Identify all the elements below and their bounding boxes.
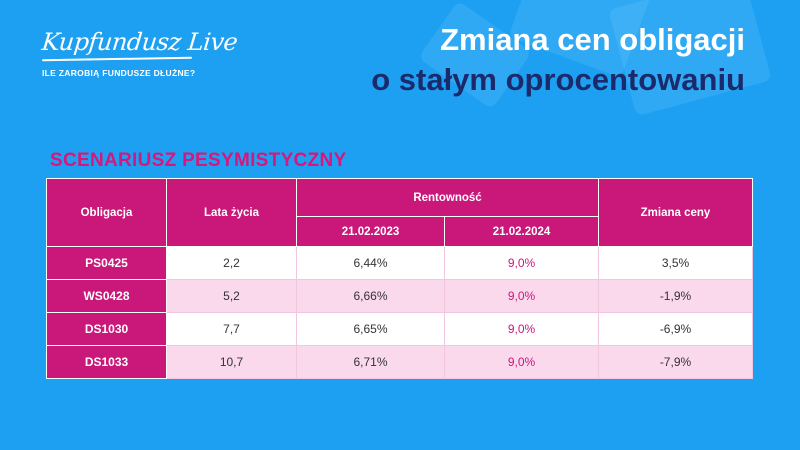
logo-subtitle: ILE ZAROBIĄ FUNDUSZE DŁUŻNE? xyxy=(42,68,196,78)
bond-price-change: 3,5% xyxy=(598,246,753,280)
header-price-change: Zmiana ceny xyxy=(598,178,753,247)
bond-price-change: -6,9% xyxy=(598,312,753,346)
logo-name: Kupfundusz Live xyxy=(40,28,239,56)
bond-name: DS1030 xyxy=(46,312,167,346)
logo-underline xyxy=(41,56,193,62)
header-date-2: 21.02.2024 xyxy=(444,216,599,247)
bond-yield-2024: 9,0% xyxy=(444,246,599,280)
table-row: PS0425 2,2 6,44% 9,0% 3,5% xyxy=(46,246,753,280)
bond-yield-2024: 9,0% xyxy=(444,312,599,346)
header-years: Lata życia xyxy=(166,178,297,247)
scenario-label: SCENARIUSZ PESYMISTYCZNY xyxy=(50,150,347,171)
header-yield: Rentowność xyxy=(296,178,599,217)
table-row: DS1030 7,7 6,65% 9,0% -6,9% xyxy=(46,312,753,346)
header-bond: Obligacja xyxy=(46,178,167,247)
bond-years: 7,7 xyxy=(166,312,297,346)
title-line-1: Zmiana cen obligacji xyxy=(440,22,745,57)
page-title: Zmiana cen obligacji o stałym oprocentow… xyxy=(371,20,745,100)
bond-yield-2023: 6,65% xyxy=(296,312,445,346)
table-row: WS0428 5,2 6,66% 9,0% -1,9% xyxy=(46,279,753,313)
bond-yield-2023: 6,44% xyxy=(296,246,445,280)
logo: Kupfundusz Live ILE ZAROBIĄ FUNDUSZE DŁU… xyxy=(40,28,239,78)
header-date-1: 21.02.2023 xyxy=(296,216,445,247)
bonds-table: Obligacja Lata życia Rentowność Zmiana c… xyxy=(46,178,753,379)
bond-years: 10,7 xyxy=(166,345,297,379)
bond-price-change: -1,9% xyxy=(598,279,753,313)
title-line-2: o stałym oprocentowaniu xyxy=(371,62,745,97)
table-row: DS1033 10,7 6,71% 9,0% -7,9% xyxy=(46,345,753,379)
bond-name: DS1033 xyxy=(46,345,167,379)
bond-name: WS0428 xyxy=(46,279,167,313)
bond-years: 2,2 xyxy=(166,246,297,280)
bond-yield-2023: 6,66% xyxy=(296,279,445,313)
bond-price-change: -7,9% xyxy=(598,345,753,379)
bond-yield-2024: 9,0% xyxy=(444,345,599,379)
bond-yield-2024: 9,0% xyxy=(444,279,599,313)
bond-years: 5,2 xyxy=(166,279,297,313)
bond-name: PS0425 xyxy=(46,246,167,280)
bond-yield-2023: 6,71% xyxy=(296,345,445,379)
